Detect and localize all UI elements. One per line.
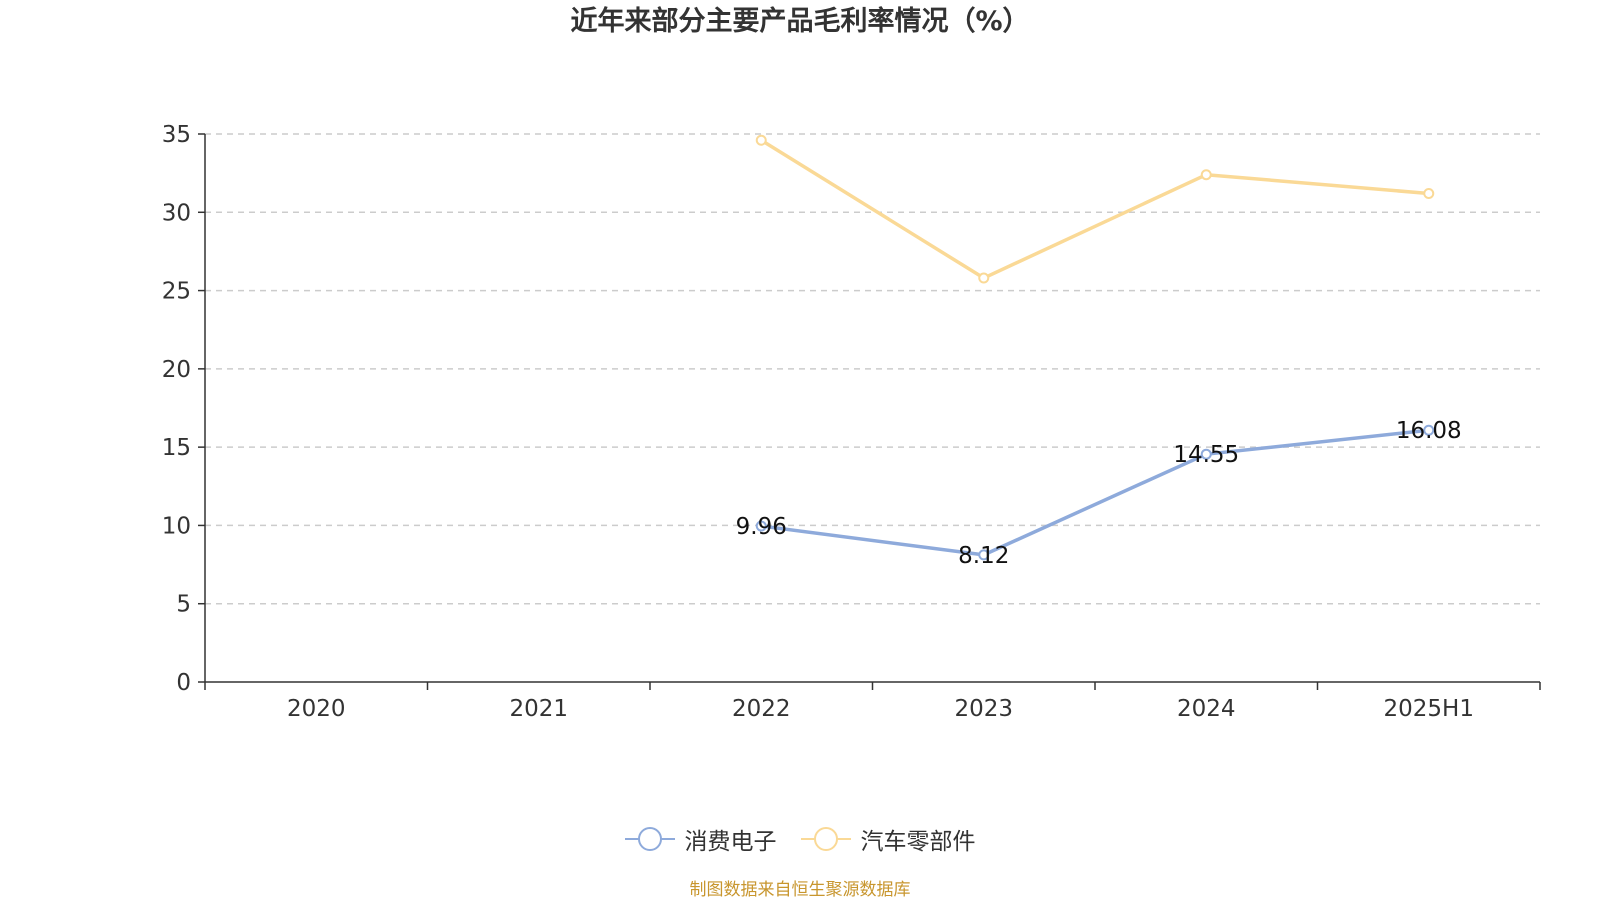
x-tick-label: 2021 — [509, 696, 568, 722]
series-line — [759, 138, 1431, 280]
legend-line-circle-icon — [800, 827, 851, 851]
data-point — [755, 134, 767, 146]
data-point — [1200, 169, 1212, 181]
x-tick-label: 2020 — [287, 696, 346, 722]
data-point — [978, 549, 990, 561]
x-tick-label: 2022 — [732, 696, 791, 722]
grid-layer — [205, 133, 1540, 605]
y-tick-label: 5 — [176, 592, 191, 618]
data-point — [1200, 448, 1212, 460]
y-tick-label: 10 — [162, 513, 191, 539]
y-tick-label: 25 — [162, 279, 191, 305]
x-tick-label: 2024 — [1177, 696, 1236, 722]
data-point — [978, 272, 990, 284]
legend-item-consumer-electronics[interactable]: 消费电子 — [624, 822, 777, 856]
y-tick-label: 20 — [162, 357, 191, 383]
data-point — [1423, 424, 1435, 436]
source-note: 制图数据来自恒生聚源数据库 — [689, 880, 911, 900]
y-tick-label: 35 — [162, 122, 191, 148]
y-tick-label: 15 — [162, 435, 191, 461]
legend-line-circle-icon — [624, 827, 675, 851]
data-label: 8.12 — [958, 543, 1009, 569]
data-label: 14.55 — [1173, 442, 1239, 468]
chart-title: 近年来部分主要产品毛利率情况（%） — [570, 6, 1030, 37]
data-label-layer: 9.96 8.12 14.55 16.08 — [736, 418, 1462, 569]
axis-layer: 0 5 10 15 20 25 30 35 2020 2021 2022 2023 2024 2025H1 — [162, 122, 1541, 722]
data-label: 9.96 — [736, 514, 787, 540]
series-layer — [755, 134, 1435, 561]
legend-label: 消费电子 — [684, 829, 777, 855]
y-tick-label: 0 — [176, 670, 191, 696]
data-label: 16.08 — [1396, 418, 1462, 444]
series-line — [759, 428, 1431, 557]
legend-item-auto-parts[interactable]: 汽车零部件 — [800, 822, 976, 856]
legend: 消费电子 汽车零部件 — [0, 822, 1600, 856]
x-tick-label: 2023 — [954, 696, 1013, 722]
data-point — [755, 520, 767, 532]
legend-label: 汽车零部件 — [860, 829, 976, 855]
y-tick-label: 30 — [162, 200, 191, 226]
data-point — [1423, 187, 1435, 199]
x-tick-label: 2025H1 — [1384, 696, 1474, 722]
